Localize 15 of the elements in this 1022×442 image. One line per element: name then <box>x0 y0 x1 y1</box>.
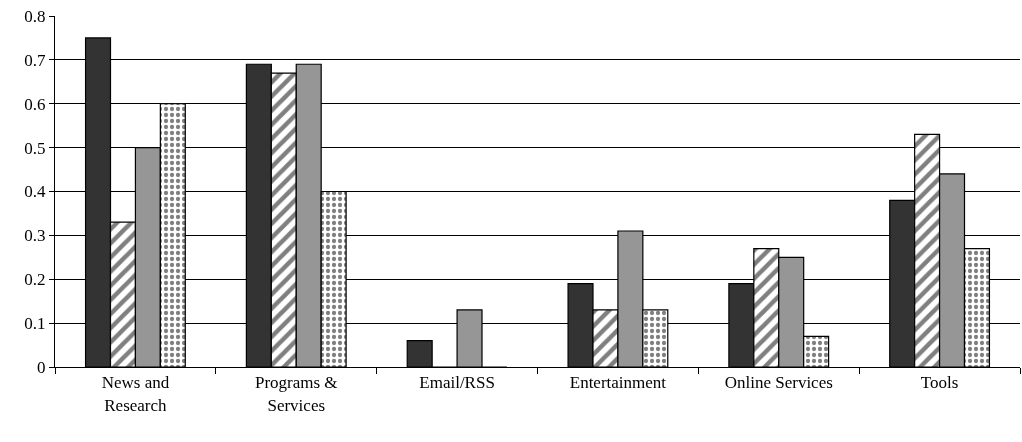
y-tick-label: 0.8 <box>24 6 46 26</box>
y-tick-label: 0.5 <box>24 138 46 158</box>
y-tick-label: 0.3 <box>24 226 46 246</box>
y-tick-label: 0.2 <box>24 270 46 290</box>
x-tick-label: Tools <box>920 373 959 393</box>
y-tick-label: 0.6 <box>24 94 46 114</box>
x-tick-label: News and Research <box>101 373 170 415</box>
x-tick-label: Online Services <box>724 373 833 393</box>
y-tick-label: 0.4 <box>24 182 47 202</box>
x-tick-label: Email/RSS <box>419 373 495 393</box>
y-tick-label: 0 <box>37 357 46 377</box>
y-tick-label: 0.7 <box>24 50 47 70</box>
x-tick-label: Entertainment <box>569 373 667 393</box>
y-tick-label: 0.1 <box>24 314 46 334</box>
x-tick-label: Programs & Services <box>254 373 338 415</box>
